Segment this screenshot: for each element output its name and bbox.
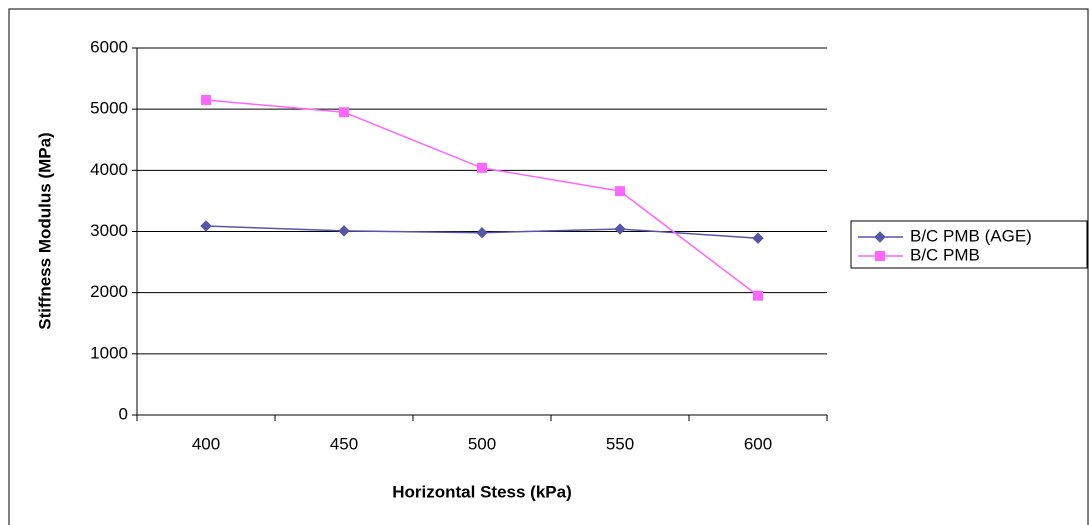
y-tick-label: 0 — [119, 404, 128, 423]
legend-label: B/C PMB — [910, 245, 980, 264]
y-axis-title: Stiffness Modulus (MPa) — [35, 132, 54, 329]
y-tick-label: 3000 — [90, 221, 128, 240]
data-point — [339, 226, 349, 236]
x-axis-title: Horizontal Stess (kPa) — [392, 482, 572, 501]
y-tick-label: 2000 — [90, 282, 128, 301]
x-tick-label: 400 — [192, 434, 220, 453]
data-point — [616, 187, 625, 196]
data-point — [754, 291, 763, 300]
series-line — [206, 100, 758, 296]
data-point — [615, 224, 625, 234]
chart: Horizontal Stess (kPa) Stiffness Modulus… — [0, 0, 1090, 525]
data-point — [478, 163, 487, 172]
x-tick-label: 600 — [744, 434, 772, 453]
y-tick-label: 1000 — [90, 343, 128, 362]
legend-label: B/C PMB (AGE) — [910, 226, 1032, 245]
data-point — [201, 221, 211, 231]
legend-marker — [876, 252, 885, 261]
y-tick-label: 5000 — [90, 99, 128, 118]
x-tick-label: 450 — [330, 434, 358, 453]
data-point — [340, 108, 349, 117]
data-point — [202, 95, 211, 104]
x-tick-label: 550 — [606, 434, 634, 453]
y-tick-label: 6000 — [90, 37, 128, 56]
y-tick-label: 4000 — [90, 160, 128, 179]
data-point — [753, 233, 763, 243]
data-point — [477, 228, 487, 238]
x-tick-label: 500 — [468, 434, 496, 453]
